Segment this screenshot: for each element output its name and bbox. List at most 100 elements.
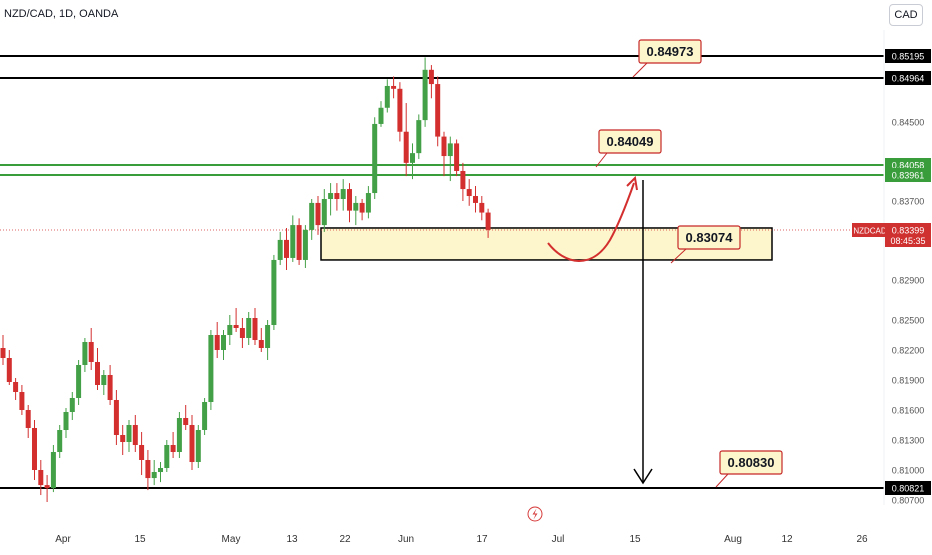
time-tick-label: 12 (781, 534, 793, 545)
level-price-label: 0.80821 (892, 484, 925, 494)
time-tick-label: Aug (724, 534, 742, 545)
candle-body (473, 196, 478, 203)
time-tick-label: 17 (476, 534, 488, 545)
candle-body (208, 335, 214, 402)
candle-body (32, 428, 37, 470)
candle-body (435, 84, 441, 137)
candle-body (57, 430, 63, 452)
candle-body (265, 325, 271, 348)
callout-pointer (632, 62, 648, 78)
candle-body (258, 340, 264, 348)
candle-body (126, 425, 132, 442)
candle-body (145, 460, 151, 479)
level-price-tag (885, 168, 931, 182)
time-tick-label: Jul (552, 534, 565, 545)
candle-body (214, 335, 220, 350)
candle-body (441, 136, 447, 157)
candle-body (13, 382, 19, 392)
symbol-title: NZD/CAD, 1D, OANDA (4, 8, 119, 20)
price-tick-label: 0.81000 (892, 466, 925, 476)
level-price-label: 0.85195 (892, 52, 925, 62)
current-price-tag (885, 223, 931, 247)
candle-body (113, 400, 119, 435)
time-tick-label: May (222, 534, 241, 545)
level-price-tag (885, 71, 931, 85)
symbol-tag-label: NZDCAD (853, 227, 887, 236)
time-tick-label: 13 (286, 534, 298, 545)
target-arrowhead (633, 468, 653, 485)
candle-body (101, 375, 107, 385)
callout-label: 0.84973 (647, 44, 694, 59)
countdown-label: 08:45:35 (890, 236, 925, 246)
candle-body (95, 362, 100, 385)
candle-body (447, 143, 453, 157)
candle-body (38, 470, 44, 486)
candle-body (170, 445, 176, 452)
price-tick-label: 0.81300 (892, 436, 925, 446)
time-tick-label: 22 (339, 534, 351, 545)
candle-body (69, 398, 75, 412)
candle-body (372, 123, 378, 194)
level-price-label: 0.84964 (892, 74, 925, 84)
candle-body (120, 435, 126, 442)
candle-body (239, 328, 245, 338)
callout-box[interactable] (719, 450, 783, 475)
level-price-label: 0.83961 (892, 171, 925, 181)
projection-curve[interactable] (547, 182, 635, 262)
candle-body (321, 199, 327, 226)
symbol-tag (852, 223, 888, 237)
callout-box[interactable] (677, 225, 741, 250)
candle-body (284, 239, 289, 258)
candle-body (88, 342, 94, 362)
candle-body (328, 193, 334, 200)
candle-body (378, 107, 384, 124)
candle-body (44, 485, 50, 489)
price-tick-label: 0.82500 (892, 316, 925, 326)
level-price-tag (885, 481, 931, 495)
candle-body (384, 85, 390, 108)
candle-body (454, 143, 460, 171)
candle-body (309, 202, 315, 230)
price-tick-label: 0.80700 (892, 496, 925, 506)
time-tick-label: 15 (134, 534, 146, 545)
price-tick-label: 0.83700 (892, 197, 925, 207)
candle-body (403, 131, 409, 163)
candle-body (195, 430, 201, 462)
candle-body (183, 418, 189, 425)
callout-label: 0.83074 (686, 230, 734, 245)
candle-body (132, 425, 138, 445)
candle-body (50, 452, 56, 489)
callout-label: 0.84049 (607, 134, 654, 149)
candle-body (479, 202, 485, 213)
candle-body (302, 229, 308, 260)
candle-body (359, 202, 365, 213)
candle-body (63, 412, 69, 430)
callout-box[interactable] (638, 39, 702, 64)
level-price-label: 0.84058 (892, 161, 925, 171)
candle-body (334, 193, 340, 200)
price-tick-label: 0.84500 (892, 118, 925, 128)
currency-button[interactable]: CAD (889, 4, 923, 26)
callout-pointer (715, 473, 729, 488)
candle-body (227, 325, 233, 335)
candle-body (19, 392, 25, 410)
candle-body (416, 120, 422, 154)
current-price-label: 0.83399 (892, 226, 925, 236)
candle-body (139, 445, 145, 460)
candle-body (107, 375, 113, 400)
candle-body (246, 318, 252, 338)
candle-body (176, 418, 182, 452)
price-tick-label: 0.81900 (892, 376, 925, 386)
candle-body (422, 69, 428, 121)
level-price-tag (885, 49, 931, 63)
candle-body (277, 239, 283, 260)
lightning-icon[interactable] (527, 506, 543, 522)
callout-box[interactable] (598, 129, 662, 154)
candle-body (485, 212, 491, 230)
candle-body (365, 193, 371, 213)
candle-body (347, 189, 352, 211)
candle-body (151, 472, 157, 479)
candle-body (410, 153, 415, 163)
